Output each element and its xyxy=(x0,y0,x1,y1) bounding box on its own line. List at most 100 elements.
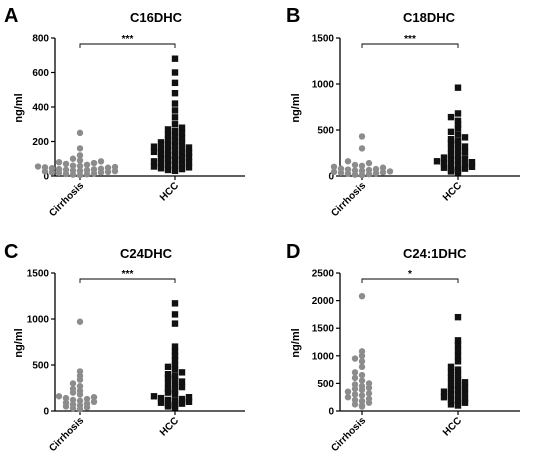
panel-D: D C24:1DHC 0 500 1000 1500 2000 2500 ng/ml Cirrho… xyxy=(286,241,520,454)
data-point-cirrhosis xyxy=(76,157,84,164)
data-point-hcc xyxy=(164,389,172,396)
data-point-hcc xyxy=(157,394,165,402)
y-tick-label: 1500 xyxy=(27,269,50,280)
data-point-hcc xyxy=(164,146,172,154)
data-point-hcc xyxy=(171,142,179,150)
data-point-cirrhosis xyxy=(351,167,359,174)
y-axis-label: ng/ml xyxy=(290,328,302,357)
data-point-hcc xyxy=(454,147,462,154)
data-point-hcc xyxy=(185,164,193,171)
data-point-hcc xyxy=(454,352,462,359)
significance-label: * xyxy=(408,269,412,280)
data-point-cirrhosis xyxy=(365,395,373,403)
data-point-cirrhosis xyxy=(90,394,98,401)
data-point-hcc xyxy=(171,311,179,318)
data-point-hcc xyxy=(178,146,186,153)
data-point-hcc xyxy=(171,361,179,369)
data-point-hcc xyxy=(461,160,469,168)
x-tick-label: HCC xyxy=(158,180,181,203)
data-point-cirrhosis xyxy=(365,166,373,174)
data-point-hcc xyxy=(157,154,165,162)
data-point-cirrhosis xyxy=(62,166,70,173)
data-point-hcc xyxy=(185,144,193,151)
data-point-cirrhosis xyxy=(351,385,359,393)
y-tick-label: 1500 xyxy=(312,34,335,45)
data-point-cirrhosis xyxy=(358,363,366,371)
data-point-hcc xyxy=(461,395,469,403)
data-point-cirrhosis xyxy=(62,394,70,402)
data-point-hcc xyxy=(171,127,179,135)
data-point-hcc xyxy=(171,366,179,373)
data-point-hcc xyxy=(171,147,179,155)
data-point-cirrhosis xyxy=(358,162,366,170)
x-tick-label: Cirrhosis xyxy=(47,180,86,219)
data-point-cirrhosis xyxy=(97,165,105,172)
data-point-hcc xyxy=(454,313,462,321)
y-axis-label: ng/ml xyxy=(13,328,25,357)
data-point-cirrhosis xyxy=(55,159,63,166)
y-tick-label: 2500 xyxy=(312,269,335,280)
data-point-cirrhosis xyxy=(365,159,373,167)
data-point-cirrhosis xyxy=(358,167,366,175)
data-point-hcc xyxy=(157,150,165,157)
data-point-cirrhosis xyxy=(351,369,359,376)
data-point-hcc xyxy=(454,110,462,117)
data-point-hcc xyxy=(150,143,158,150)
data-point-cirrhosis xyxy=(62,399,70,406)
panel-A: A C16DHC 0 200 400 600 800 ng/ml Cirrhosis HCC *** xyxy=(4,5,245,219)
x-tick-label: Cirrhosis xyxy=(329,415,368,454)
data-point-hcc xyxy=(171,352,179,359)
data-point-cirrhosis xyxy=(76,397,84,405)
y-tick-label: 600 xyxy=(32,68,49,79)
data-point-hcc xyxy=(164,401,172,408)
data-point-hcc xyxy=(164,380,172,387)
data-point-hcc xyxy=(454,397,462,405)
data-point-hcc xyxy=(447,396,455,404)
data-point-cirrhosis xyxy=(365,384,373,392)
x-tick-label: HCC xyxy=(158,415,181,438)
data-point-cirrhosis xyxy=(76,382,84,390)
data-point-cirrhosis xyxy=(55,165,63,173)
data-point-hcc xyxy=(454,371,462,379)
y-tick-label: 1000 xyxy=(312,80,335,91)
data-point-hcc xyxy=(454,341,462,348)
y-tick-label: 1500 xyxy=(312,324,335,335)
data-point-hcc xyxy=(171,357,179,364)
data-point-cirrhosis xyxy=(111,163,119,171)
y-tick-label: 1000 xyxy=(312,351,335,362)
data-point-hcc xyxy=(164,131,172,138)
data-point-hcc xyxy=(171,162,179,169)
panel-title: C16DHC xyxy=(130,10,183,25)
data-point-hcc xyxy=(171,90,179,97)
data-point-cirrhosis xyxy=(330,168,338,176)
data-point-hcc xyxy=(461,143,469,150)
data-point-hcc xyxy=(440,388,448,395)
data-point-hcc xyxy=(440,154,448,161)
data-point-cirrhosis xyxy=(358,382,366,390)
data-point-cirrhosis xyxy=(76,152,84,159)
data-point-cirrhosis xyxy=(351,401,359,408)
data-point-cirrhosis xyxy=(76,387,84,394)
data-point-cirrhosis xyxy=(69,162,77,169)
data-point-hcc xyxy=(178,140,186,147)
significance-label: *** xyxy=(122,34,134,45)
data-point-cirrhosis xyxy=(365,380,373,387)
data-point-hcc xyxy=(178,378,186,385)
data-point-hcc xyxy=(171,382,179,389)
data-point-hcc xyxy=(157,159,165,167)
data-point-hcc xyxy=(157,139,165,146)
data-point-hcc xyxy=(164,161,172,168)
data-point-hcc xyxy=(454,124,462,132)
data-point-hcc xyxy=(178,160,186,168)
data-point-hcc xyxy=(461,399,469,406)
data-point-hcc xyxy=(447,385,455,393)
panel-title: C24DHC xyxy=(120,246,173,261)
data-point-hcc xyxy=(171,372,179,380)
data-point-cirrhosis xyxy=(83,395,91,403)
data-point-hcc xyxy=(447,401,455,408)
data-point-cirrhosis xyxy=(379,164,387,171)
y-tick-label: 0 xyxy=(43,172,49,183)
y-tick-label: 500 xyxy=(32,361,49,372)
data-point-cirrhosis xyxy=(76,162,84,170)
data-point-hcc xyxy=(171,100,179,107)
